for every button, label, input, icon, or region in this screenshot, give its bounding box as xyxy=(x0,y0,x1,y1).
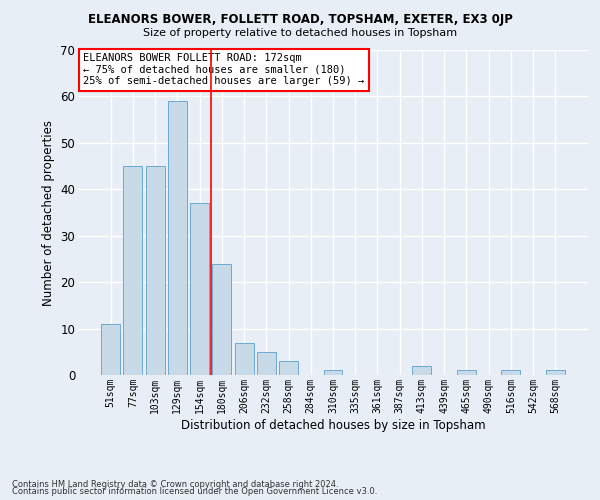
Bar xyxy=(502,370,520,375)
Text: Contains HM Land Registry data © Crown copyright and database right 2024.: Contains HM Land Registry data © Crown c… xyxy=(12,480,338,489)
Text: ELEANORS BOWER, FOLLETT ROAD, TOPSHAM, EXETER, EX3 0JP: ELEANORS BOWER, FOLLETT ROAD, TOPSHAM, E… xyxy=(88,12,512,26)
Text: ELEANORS BOWER FOLLETT ROAD: 172sqm
← 75% of detached houses are smaller (180)
2: ELEANORS BOWER FOLLETT ROAD: 172sqm ← 75… xyxy=(83,53,364,86)
Bar xyxy=(212,264,231,375)
Text: Size of property relative to detached houses in Topsham: Size of property relative to detached ho… xyxy=(143,28,457,38)
Y-axis label: Number of detached properties: Number of detached properties xyxy=(42,120,55,306)
Bar xyxy=(279,361,298,375)
Bar xyxy=(412,366,431,375)
Bar xyxy=(257,352,276,375)
Text: Contains public sector information licensed under the Open Government Licence v3: Contains public sector information licen… xyxy=(12,488,377,496)
Bar xyxy=(101,324,120,375)
Bar xyxy=(546,370,565,375)
X-axis label: Distribution of detached houses by size in Topsham: Distribution of detached houses by size … xyxy=(181,418,485,432)
Bar xyxy=(323,370,343,375)
Bar xyxy=(146,166,164,375)
Bar xyxy=(457,370,476,375)
Bar xyxy=(235,342,254,375)
Bar xyxy=(190,203,209,375)
Bar xyxy=(168,101,187,375)
Bar xyxy=(124,166,142,375)
